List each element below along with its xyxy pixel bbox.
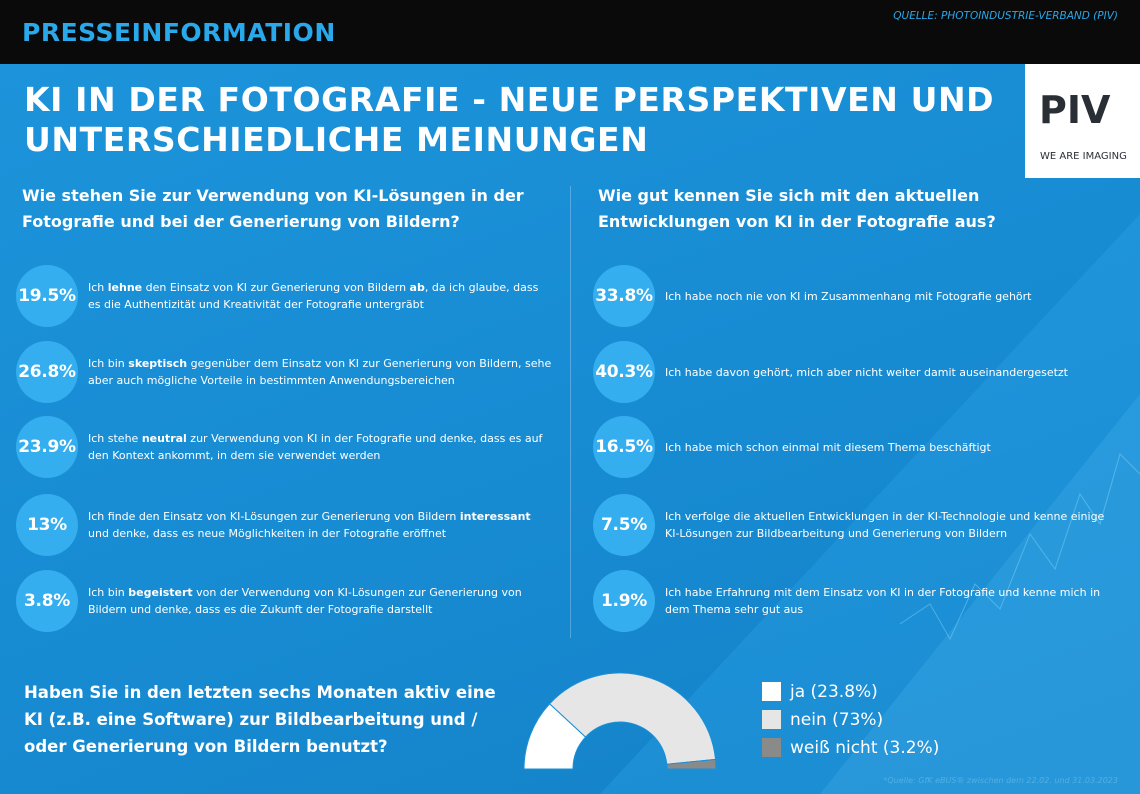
answer-text-emphasis: begeistert bbox=[128, 586, 193, 599]
donut-slice-weiss-nicht bbox=[666, 758, 717, 770]
source-label: QUELLE: PHOTOINDUSTRIE-VERBAND (PIV) bbox=[893, 10, 1118, 22]
answer-text: Ich habe noch nie von KI im Zusammenhang… bbox=[665, 290, 1032, 303]
title-line-1: KI IN DER FOTOGRAFIE - NEUE PERSPEKTIVEN… bbox=[24, 80, 995, 119]
answer-text: Ich stehe neutral zur Verwendung von KI … bbox=[88, 430, 553, 464]
answer-text-emphasis: neutral bbox=[141, 432, 187, 445]
answer-text-part: Ich bbox=[88, 281, 108, 294]
main-panel bbox=[0, 64, 1140, 794]
background-decoration bbox=[600, 214, 1140, 794]
question-usage: Haben Sie in den letzten sechs Monaten a… bbox=[24, 683, 496, 756]
answer-text: Ich habe davon gehört, mich aber nicht w… bbox=[665, 366, 1068, 379]
percentage-circle: 23.9% bbox=[16, 416, 78, 478]
answer-text: Ich verfolge die aktuellen Entwicklungen… bbox=[665, 510, 1105, 540]
percentage-circle: 33.8% bbox=[593, 265, 655, 327]
legend-label-nein: nein (73%) bbox=[790, 710, 884, 730]
answer-text: Ich bin begeistert von der Verwendung vo… bbox=[88, 584, 553, 618]
piv-logo: PIV WE ARE IMAGING bbox=[1025, 64, 1140, 178]
answer-text: Ich habe mich schon einmal mit diesem Th… bbox=[665, 441, 991, 454]
percentage-circle: 7.5% bbox=[593, 494, 655, 556]
percentage-circle: 1.9% bbox=[593, 570, 655, 632]
question-attitude: Wie stehen Sie zur Verwendung von KI-Lös… bbox=[22, 186, 524, 231]
percentage-circle: 19.5% bbox=[16, 265, 78, 327]
answer-text-emphasis: skeptisch bbox=[128, 357, 188, 370]
answer-text: Ich finde den Einsatz von KI-Lösungen zu… bbox=[88, 508, 553, 542]
answer-text-emphasis: lehne bbox=[107, 281, 143, 294]
legend-swatch-nein bbox=[762, 710, 781, 729]
answer-text: Ich habe Erfahrung mit dem Einsatz von K… bbox=[665, 586, 1101, 616]
legend-item-weiss-nicht: weiß nicht (3.2%) bbox=[762, 736, 1022, 760]
answer-text-part: Ich bin bbox=[88, 357, 129, 370]
legend-label-weiss-nicht: weiß nicht (3.2%) bbox=[790, 738, 940, 758]
answer-text-part: Ich stehe bbox=[88, 432, 142, 445]
percentage-circle: 16.5% bbox=[593, 416, 655, 478]
answer-text-part: gegenüber dem Einsatz von KI zur Generie… bbox=[88, 357, 552, 387]
legend-item-ja: ja (23.8%) bbox=[762, 680, 1022, 704]
legend-item-nein: nein (73%) bbox=[762, 708, 1022, 732]
answer-text-emphasis: interessant bbox=[459, 510, 531, 523]
donut-slice-nein bbox=[548, 672, 717, 765]
answer-text-part: und denke, dass es neue Möglichkeiten in… bbox=[88, 527, 447, 540]
logo-tagline: WE ARE IMAGING bbox=[1040, 151, 1127, 162]
press-label: PRESSEINFORMATION bbox=[22, 18, 336, 47]
percentage-circle: 40.3% bbox=[593, 341, 655, 403]
answer-text: Ich bin skeptisch gegenüber dem Einsatz … bbox=[88, 355, 553, 389]
answer-text-part: den Einsatz von KI zur Generierung von B… bbox=[142, 281, 410, 294]
answer-text-emphasis: ab bbox=[409, 281, 425, 294]
percentage-circle: 26.8% bbox=[16, 341, 78, 403]
answer-text-part: von der Verwendung von KI-Lösungen zur G… bbox=[88, 586, 522, 616]
question-knowledge: Wie gut kennen Sie sich mit den aktuelle… bbox=[598, 186, 996, 231]
answer-text-part: , da ich glaube, dass es die Authentizit… bbox=[88, 281, 539, 311]
answer-text-part: Ich finde den Einsatz von KI-Lösungen zu… bbox=[88, 510, 460, 523]
usage-half-donut bbox=[523, 672, 717, 770]
answer-text: Ich lehne den Einsatz von KI zur Generie… bbox=[88, 279, 553, 313]
column-divider bbox=[570, 186, 571, 638]
legend-label-ja: ja (23.8%) bbox=[790, 682, 878, 702]
header-bar: PRESSEINFORMATION QUELLE: PHOTOINDUSTRIE… bbox=[0, 0, 1140, 64]
answer-text-part: zur Verwendung von KI in der Fotografie … bbox=[88, 432, 543, 462]
percentage-circle: 13% bbox=[16, 494, 78, 556]
answer-text-part: Ich bin bbox=[88, 586, 129, 599]
percentage-circle: 3.8% bbox=[16, 570, 78, 632]
legend-swatch-weiss-nicht bbox=[762, 738, 781, 757]
logo-mark: PIV bbox=[1039, 88, 1111, 132]
legend-swatch-ja bbox=[762, 682, 781, 701]
page-title: KI IN DER FOTOGRAFIE - NEUE PERSPEKTIVEN… bbox=[24, 80, 1014, 160]
footnote: *Quelle: GfK eBUS® zwischen dem 22.02. u… bbox=[883, 776, 1118, 785]
title-line-2: UNTERSCHIEDLICHE MEINUNGEN bbox=[24, 120, 649, 159]
